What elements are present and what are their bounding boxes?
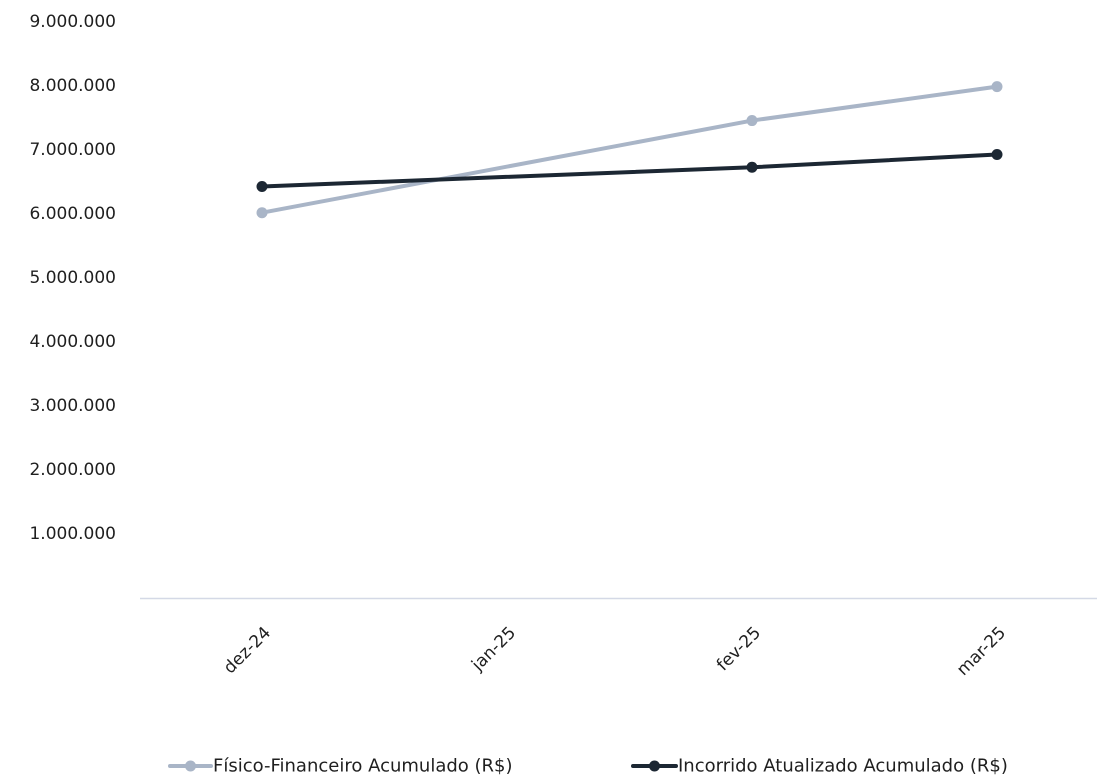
data-point xyxy=(991,81,1003,93)
legend-item: Físico-Financeiro Acumulado (R$) xyxy=(168,756,513,777)
y-tick-label: 3.000.000 xyxy=(29,396,116,416)
legend-marker xyxy=(185,760,196,772)
y-tick-label: 6.000.000 xyxy=(29,204,116,224)
x-tick-label: mar-25 xyxy=(953,623,1010,680)
series-1 xyxy=(256,81,1003,219)
y-tick-label: 7.000.000 xyxy=(29,140,116,160)
legend-item: Incorrido Atualizado Acumulado (R$) xyxy=(631,756,1008,777)
x-tick-label: dez-24 xyxy=(220,623,275,678)
data-point xyxy=(991,148,1003,160)
series-line xyxy=(260,152,999,189)
y-tick-label: 9.000.000 xyxy=(29,12,116,32)
y-tick-label: 8.000.000 xyxy=(29,76,116,96)
series-2 xyxy=(256,148,1003,192)
y-tick-label: 2.000.000 xyxy=(29,460,116,480)
x-tick-label: fev-25 xyxy=(713,623,765,675)
series-layer xyxy=(256,81,1003,219)
data-point xyxy=(746,115,758,127)
data-point xyxy=(256,180,268,192)
data-point xyxy=(746,161,758,173)
y-tick-label: 4.000.000 xyxy=(29,332,116,352)
legend: Físico-Financeiro Acumulado (R$) Incorrid… xyxy=(168,756,1008,777)
y-tick-label: 1.000.000 xyxy=(29,524,116,544)
series-line xyxy=(260,84,999,215)
y-axis-tick-labels: 1.000.000 2.000.000 3.000.000 4.000.000 5.00… xyxy=(29,12,116,544)
legend-label: Físico-Financeiro Acumulado (R$) xyxy=(213,756,513,777)
x-axis-tick-labels: dez-24 jan-25 fev-25 mar-25 xyxy=(220,623,1010,680)
x-tick-label: jan-25 xyxy=(467,623,520,676)
legend-label: Incorrido Atualizado Acumulado (R$) xyxy=(678,756,1008,777)
y-tick-label: 5.000.000 xyxy=(29,268,116,288)
data-point xyxy=(256,207,268,219)
legend-marker xyxy=(649,760,660,772)
